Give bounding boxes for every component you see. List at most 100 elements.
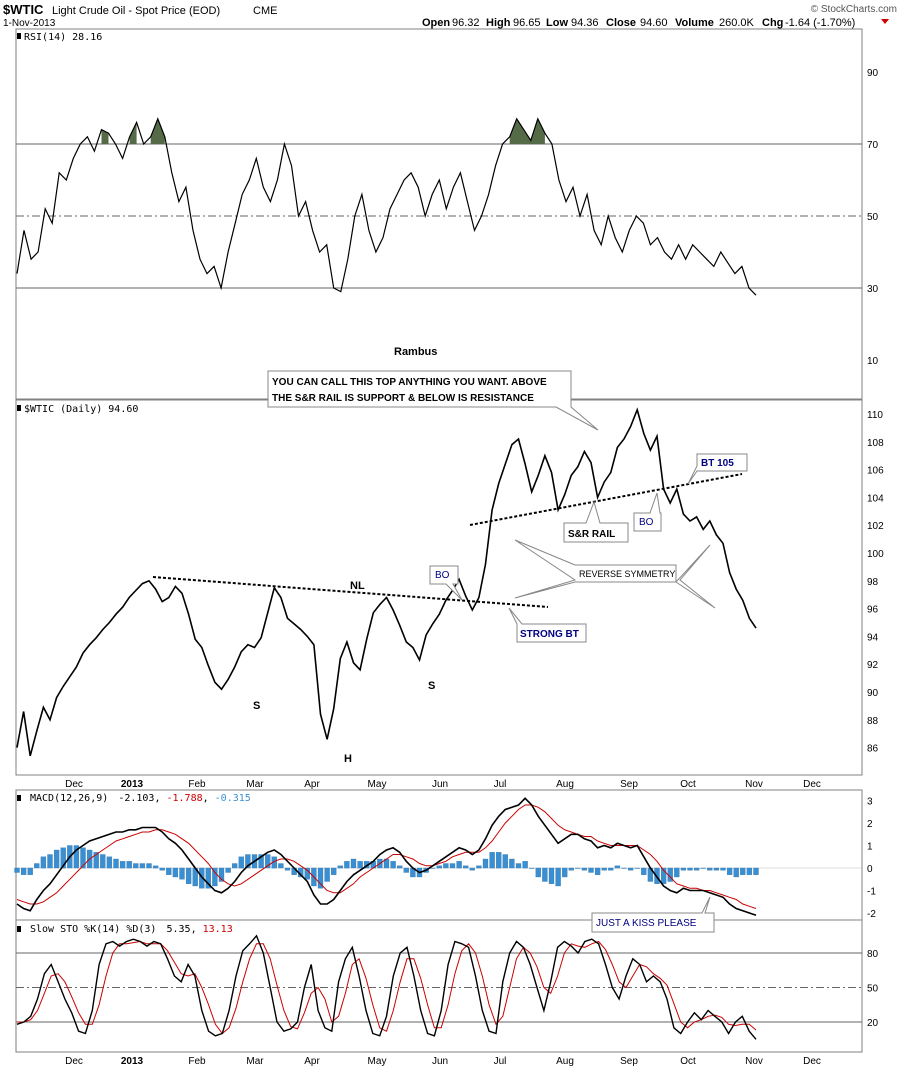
macd-hist-bar (34, 863, 40, 869)
macd-hist-bar (469, 867, 475, 871)
macd-hist-bar (317, 867, 324, 889)
macd-hist-bar (232, 863, 238, 869)
price-legend-swatch (17, 405, 21, 411)
bt105-label: BT 105 (701, 458, 734, 469)
close-label: Close (606, 17, 636, 29)
macd-hist-bar (350, 858, 357, 869)
price-tick-110: 110 (867, 410, 883, 421)
macd-hist-bar (278, 863, 284, 869)
macd-hist-bar (337, 865, 343, 869)
macd-hist-bar (20, 867, 27, 875)
macd-hist-bar (390, 861, 396, 869)
macd-tick-2: 2 (867, 819, 873, 830)
macd-legend-value: -2.103 (118, 793, 154, 804)
rsi-line (16, 117, 757, 296)
close-value: 94.60 (640, 17, 668, 29)
rsi-tick-10: 10 (867, 356, 879, 367)
left-shoulder-label: S (253, 700, 260, 712)
chg-value: -1.64 (-1.70%) (785, 17, 855, 29)
macd-hist-bar (674, 867, 680, 878)
macd-hist-bar (119, 861, 126, 869)
macd-hist-bar (555, 867, 561, 887)
macd-hist-bar (436, 865, 442, 869)
macd-hist-bar (687, 867, 693, 871)
kiss-annotation-box (591, 896, 715, 933)
macd-hist-bar (627, 867, 634, 871)
macd-tick-0: 0 (867, 864, 873, 875)
macd-hist-bar (284, 867, 291, 871)
macd-legend-hist: -0.315 (215, 793, 251, 804)
sto-panel: 80 50 20 Dec 2013 Feb Mar Apr May Jun Jul Aug Sep Oct… (16, 934, 879, 1067)
macd-hist-bar (304, 867, 310, 880)
macd-hist-bar (515, 863, 522, 869)
macd-hist-bar (634, 867, 640, 869)
rsi-legend-swatch (17, 33, 21, 39)
macd-panel: 3 2 1 0 -1 -2 (14, 797, 876, 920)
rsi-legend: RSI(14) 28.16 (24, 32, 102, 43)
high-value: 96.65 (513, 17, 541, 29)
rsi-tick-30: 30 (867, 284, 879, 295)
macd-line (16, 797, 757, 917)
macd-hist-bar (179, 867, 185, 880)
macd-hist-bar (713, 867, 720, 871)
macd-hist-bar (324, 867, 330, 882)
price-tick-104: 104 (867, 493, 884, 504)
price-xlabel-6: Jun (432, 779, 448, 790)
neckline-label: NL (350, 580, 365, 592)
sto-xlabel-7: Jul (494, 1056, 507, 1067)
open-label: Open (422, 17, 450, 29)
macd-hist-bar (357, 861, 363, 869)
price-tick-100: 100 (867, 549, 884, 560)
bo-left-label-box (429, 565, 463, 601)
price-tick-102: 102 (867, 521, 884, 532)
macd-hist-bar (463, 865, 469, 869)
price-xlabel-12: Dec (803, 779, 821, 790)
macd-hist-bar (47, 854, 53, 869)
bo-right-label-box (633, 492, 662, 532)
sto-legend-sep: , (191, 924, 203, 935)
sto-xlabel-9: Sep (620, 1056, 638, 1067)
bo-left-label: BO (435, 570, 450, 581)
rsi-rambus-label: Rambus (394, 346, 437, 358)
sto-xlabel-4: Apr (304, 1056, 320, 1067)
macd-hist-bar (693, 867, 700, 871)
macd-hist-bar (258, 854, 264, 869)
macd-hist-bar (614, 865, 621, 869)
macd-hist-bar (53, 849, 60, 869)
macd-hist-bar (588, 867, 594, 873)
macd-hist-bar (113, 858, 119, 869)
macd-hist-bar (660, 867, 667, 884)
macd-hist-bar (80, 847, 86, 869)
macd-hist-bar (746, 867, 753, 875)
sto-xlabel-11: Nov (745, 1056, 763, 1067)
macd-panel-frame (15, 789, 863, 921)
macd-hist-bar (489, 852, 495, 869)
macd-hist-bar (621, 867, 627, 869)
macd-hist-bar (641, 867, 647, 875)
sr-rail-label-box (563, 500, 629, 543)
top-annotation-box (267, 370, 599, 431)
macd-hist-bar (238, 856, 244, 869)
price-xlabel-3: Mar (246, 779, 264, 790)
macd-hist-bar (60, 847, 66, 869)
chg-label: Chg (762, 17, 783, 29)
sto-xlabel-1: 2013 (121, 1056, 144, 1067)
macd-hist-bar (73, 845, 80, 869)
macd-legend-signal: -1.788 (166, 793, 202, 804)
macd-legend-name: MACD(12,26,9) (30, 793, 108, 804)
sto-tick-20: 20 (867, 1018, 879, 1029)
sto-k-line (16, 934, 757, 1040)
macd-hist-bar (133, 863, 139, 869)
rsi-overbought-fill (101, 129, 109, 144)
macd-hist-bar (608, 867, 614, 871)
low-label: Low (546, 17, 568, 29)
macd-hist-bar (93, 852, 99, 869)
sto-xlabel-10: Oct (680, 1056, 696, 1067)
rsi-panel: 90 70 50 30 10 (16, 68, 879, 367)
macd-hist-bar (397, 865, 403, 869)
macd-hist-bar (212, 867, 218, 887)
macd-hist-bar (680, 867, 687, 871)
macd-hist-bar (740, 867, 746, 875)
top-annotation-line1: YOU CAN CALL THIS TOP ANYTHING YOU WANT.… (272, 377, 547, 388)
